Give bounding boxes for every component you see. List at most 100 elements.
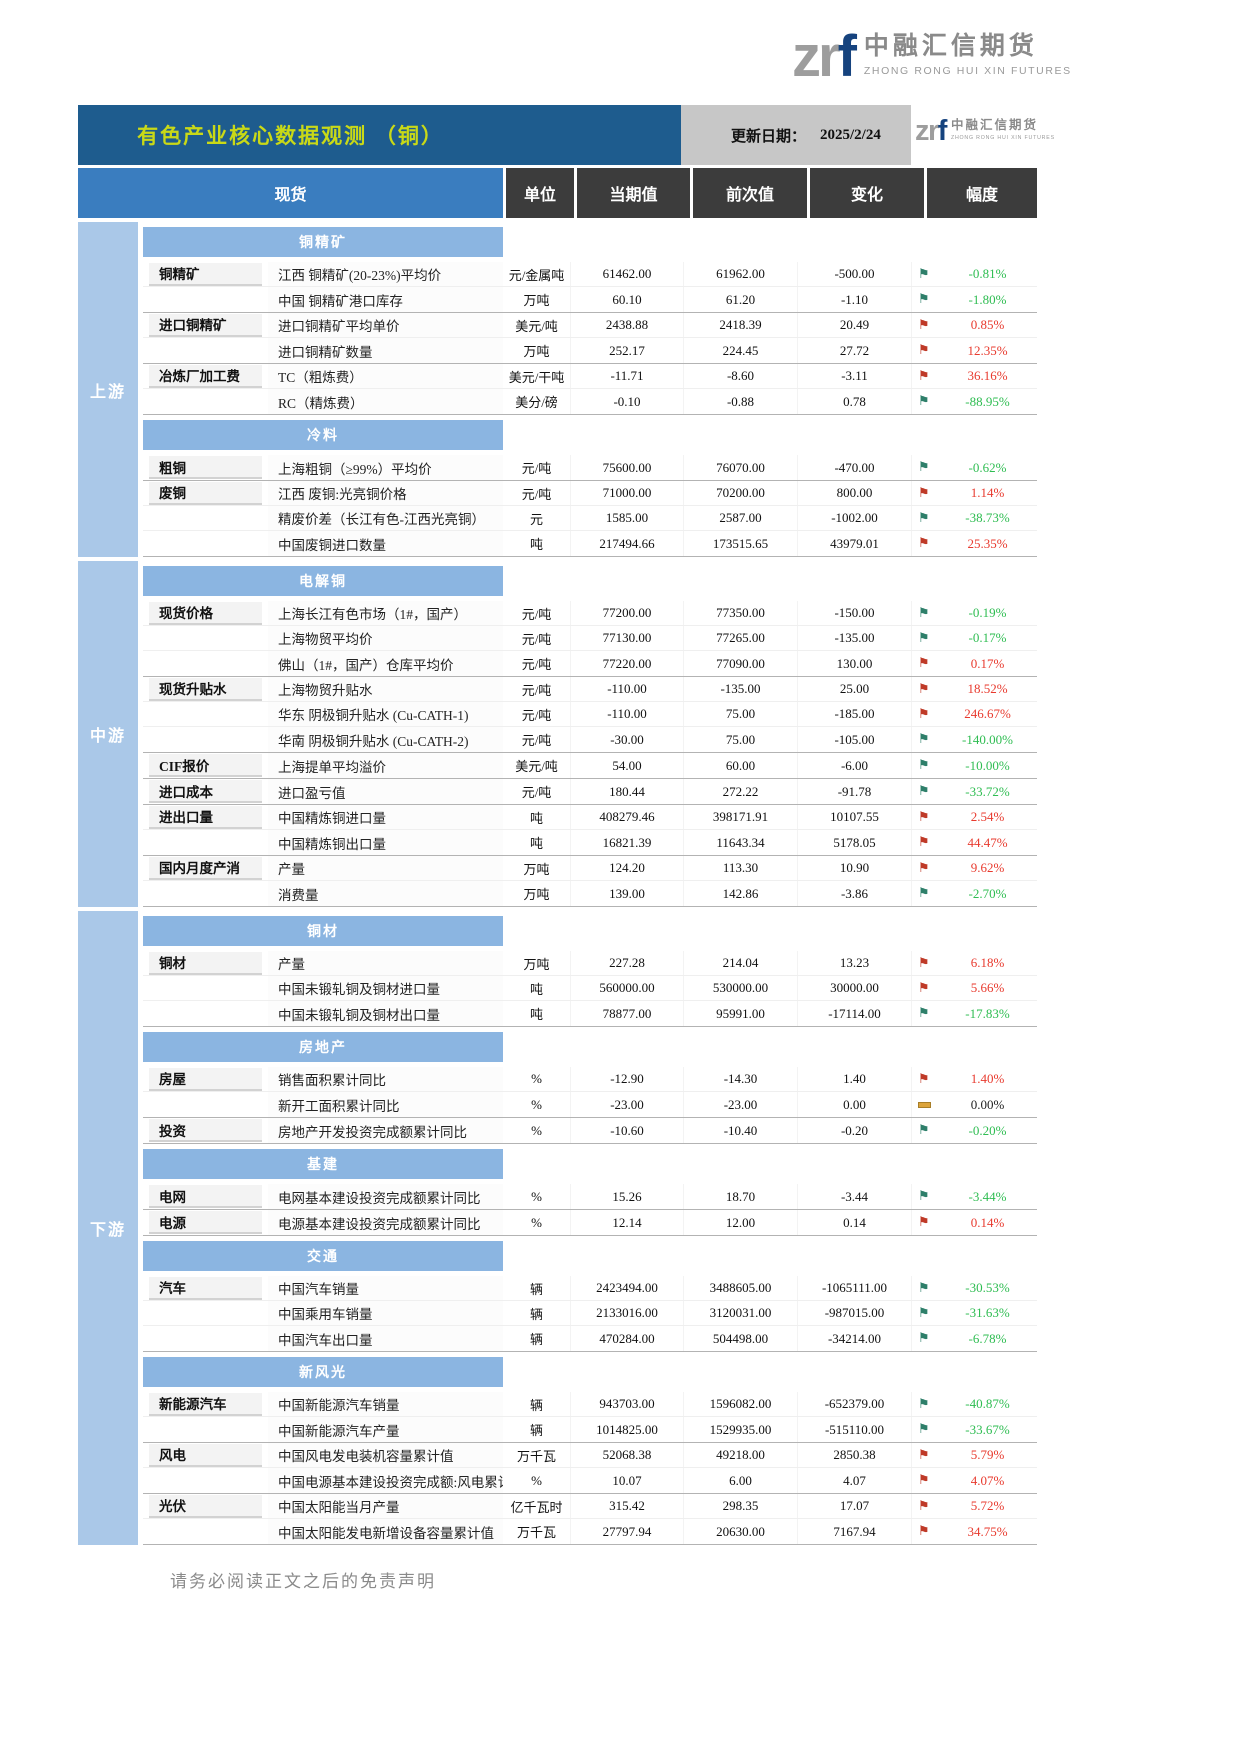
current-value: 54.00 (571, 753, 684, 778)
unit-value: % (503, 1184, 571, 1209)
section-title: 冷料 (143, 420, 503, 450)
table-row: 电网 电网基本建设投资完成额累计同比% 15.26 18.70 -3.44 ⚑ -3.44% (143, 1184, 1037, 1209)
group-content: 铜精矿 铜精矿 江西 铜精矿(20-23%)平均价 元/金属吨 61462.00 6196… (143, 222, 1037, 557)
unit-value: 万千瓦 (503, 1443, 571, 1467)
indicator-label: 产量 (268, 951, 503, 975)
indicator-label: 中国乘用车销量 (268, 1301, 503, 1325)
up-flag-icon: ⚑ (918, 835, 930, 850)
company-name-en: ZHONG RONG HUI XIN FUTURES (863, 65, 1072, 77)
previous-value: 3488605.00 (684, 1276, 798, 1300)
category-cell (143, 830, 268, 855)
category-cell (143, 389, 268, 414)
unit-value: 元/吨 (503, 651, 571, 676)
flag-cell: ⚑ (912, 389, 938, 414)
previous-value: 113.30 (684, 856, 798, 880)
indicator-label: 中国风电发电装机容量累计值 (268, 1443, 503, 1467)
table-row: 华东 阴极铜升贴水 (Cu-CATH-1) 元/吨 -110.00 75.00 -185… (143, 702, 1037, 727)
indicator-label: 进口铜精矿数量 (268, 338, 503, 363)
unit-value: 吨 (503, 1001, 571, 1026)
category-label: 废铜 (149, 481, 262, 505)
category-label: 进口成本 (149, 780, 262, 803)
flag-cell: ⚑ (912, 531, 938, 556)
flag-cell: ⚑ (912, 1276, 938, 1300)
table-body: 上游 铜精矿 铜精矿 江西 铜精矿(20-23%)平均价 元/金属吨 61462.00 61… (78, 222, 1037, 1545)
category-block: 废铜 江西 废铜:光亮铜价格 元/吨 71000.00 70200.00 800.00 ⚑ 1… (143, 481, 1037, 557)
previous-value: -135.00 (684, 677, 798, 701)
company-logo: zrf 中融汇信期货 ZHONG RONG HUI XIN FUTURES (792, 26, 1072, 85)
category-cell: 现货价格 (143, 601, 268, 625)
unit-value: 元/吨 (503, 779, 571, 804)
rate-value: 36.16% (967, 368, 1008, 383)
change-value: -17114.00 (798, 1001, 912, 1026)
change-value: 25.00 (798, 677, 912, 701)
flag-cell: ⚑ (912, 651, 938, 676)
flag-cell: ⚑ (912, 601, 938, 625)
category-cell (143, 727, 268, 752)
unit-value: 吨 (503, 976, 571, 1000)
flag-cell: ⚑ (912, 313, 938, 337)
indicator-label: 中国汽车销量 (268, 1276, 503, 1300)
col-header-previous: 前次值 (693, 168, 807, 218)
indicator-label: 华南 阴极铜升贴水 (Cu-CATH-2) (268, 727, 503, 752)
unit-value: 美元/干吨 (503, 364, 571, 388)
company-name-cn: 中融汇信期货 (863, 32, 1038, 60)
table-row: 新开工面积累计同比% -23.00 -23.00 0.00 0.00% (143, 1092, 1037, 1117)
table-row: 进口铜精矿 进口铜精矿平均单价 美元/吨 2438.88 2418.39 20.49 ⚑ 0.… (143, 313, 1037, 338)
up-flag-icon: ⚑ (918, 536, 930, 551)
table-row: 国内月度产消 产量 万吨 124.20 113.30 10.90 ⚑ 9.62% (143, 856, 1037, 881)
current-value: 16821.39 (571, 830, 684, 855)
indicator-label: 中国精炼铜进口量 (268, 805, 503, 829)
down-flag-icon: ⚑ (918, 394, 930, 409)
rate-value: -140.00% (962, 731, 1013, 747)
current-value: 1585.00 (571, 506, 684, 530)
category-cell: 进出口量 (143, 805, 268, 829)
flag-cell: ⚑ (912, 951, 938, 975)
current-value: 470284.00 (571, 1326, 684, 1351)
table-row: 消费量 万吨 139.00 142.86 -3.86 ⚑ -2.70% (143, 881, 1037, 906)
section-title: 铜材 (143, 916, 503, 946)
flag-cell: ⚑ (912, 1494, 938, 1518)
current-value: 10.07 (571, 1468, 684, 1493)
table-row: 铜精矿 江西 铜精矿(20-23%)平均价 元/金属吨 61462.00 61962.0… (143, 262, 1037, 287)
table-row: 中国乘用车销量辆 2133016.00 3120031.00 -987015.00 ⚑ -… (143, 1301, 1037, 1326)
indicator-label: 中国汽车出口量 (268, 1326, 503, 1351)
group-content: 铜材 铜材 产量 万吨 227.28 214.04 13.23 ⚑ 6.18% 中国未锻轧铜及铜材… (143, 911, 1037, 1545)
category-label: 冶炼厂加工费 (149, 364, 262, 388)
rate-value: -0.19% (968, 605, 1007, 620)
indicator-label: 上海提单平均溢价 (268, 753, 503, 778)
change-value: -150.00 (798, 601, 912, 625)
change-value: 27.72 (798, 338, 912, 363)
flag-cell: ⚑ (912, 1468, 938, 1493)
previous-value: 173515.65 (684, 531, 798, 556)
category-cell (143, 287, 268, 312)
change-value: -515110.00 (798, 1417, 912, 1442)
change-value: 43979.01 (798, 531, 912, 556)
change-value: -6.00 (798, 753, 912, 778)
unit-value: 亿千瓦时 (503, 1494, 571, 1518)
table-row: 铜材 产量 万吨 227.28 214.04 13.23 ⚑ 6.18% (143, 951, 1037, 976)
category-label: 电网 (149, 1185, 262, 1208)
company-name: 中融汇信期货 ZHONG RONG HUI XIN FUTURES (864, 26, 1072, 79)
unit-value: 元/金属吨 (503, 262, 571, 286)
up-flag-icon: ⚑ (918, 1473, 930, 1488)
category-cell: 现货升贴水 (143, 677, 268, 701)
down-flag-icon: ⚑ (918, 732, 930, 747)
col-header-rate: 幅度 (927, 168, 1037, 218)
current-value: 943703.00 (571, 1392, 684, 1416)
down-flag-icon: ⚑ (918, 1422, 930, 1437)
previous-value: 298.35 (684, 1494, 798, 1518)
up-flag-icon: ⚑ (918, 1071, 930, 1087)
change-value: 10107.55 (798, 805, 912, 829)
rate-value: 0.14% (970, 1214, 1005, 1230)
rate-value: 1.14% (970, 485, 1005, 500)
table-row: 精废价差（长江有色-江西光亮铜）元 1585.00 2587.00 -1002.00 ⚑… (143, 506, 1037, 531)
indicator-label: 电源基本建设投资完成额累计同比 (268, 1210, 503, 1235)
flag-cell: ⚑ (912, 779, 938, 804)
flag-cell: ⚑ (912, 1443, 938, 1467)
change-value: -1065111.00 (798, 1276, 912, 1300)
down-flag-icon: ⚑ (918, 605, 930, 621)
category-cell (143, 702, 268, 726)
category-cell: 投资 (143, 1118, 268, 1143)
previous-value: -10.40 (684, 1118, 798, 1143)
change-value: 7167.94 (798, 1519, 912, 1544)
